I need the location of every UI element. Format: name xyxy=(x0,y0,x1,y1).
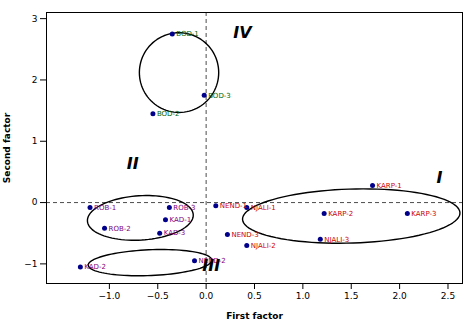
svg-text:ROB-3: ROB-3 xyxy=(173,204,195,212)
svg-text:KAD-2: KAD-2 xyxy=(84,263,106,271)
svg-text:NJALI-2: NJALI-2 xyxy=(251,242,276,250)
svg-text:Second factor: Second factor xyxy=(2,112,12,183)
svg-text:KARP-2: KARP-2 xyxy=(328,210,353,218)
svg-text:0.0: 0.0 xyxy=(199,291,214,301)
svg-text:KARP-1: KARP-1 xyxy=(377,182,402,190)
svg-text:1: 1 xyxy=(32,136,38,146)
svg-text:NJALI-3: NJALI-3 xyxy=(324,236,349,244)
svg-text:ROB-2: ROB-2 xyxy=(109,225,131,233)
svg-text:NJALI-1: NJALI-1 xyxy=(251,204,276,212)
svg-text:ROB-1: ROB-1 xyxy=(94,204,116,212)
svg-text:0: 0 xyxy=(32,197,38,207)
svg-text:BOD-1: BOD-1 xyxy=(176,30,199,38)
svg-text:I: I xyxy=(436,168,442,187)
svg-text:2: 2 xyxy=(32,75,38,85)
svg-text:1.5: 1.5 xyxy=(344,291,358,301)
svg-text:II: II xyxy=(127,154,139,173)
svg-text:IV: IV xyxy=(233,23,253,42)
svg-text:−1: −1 xyxy=(24,259,37,269)
svg-text:BOD-3: BOD-3 xyxy=(208,92,231,100)
svg-text:NEND-3: NEND-3 xyxy=(231,231,258,239)
svg-text:KARP-3: KARP-3 xyxy=(411,210,436,218)
svg-text:First factor: First factor xyxy=(226,311,283,321)
svg-text:III: III xyxy=(202,256,220,275)
svg-text:1.0: 1.0 xyxy=(296,291,311,301)
svg-text:−0.5: −0.5 xyxy=(147,291,169,301)
svg-text:KAD-1: KAD-1 xyxy=(169,216,191,224)
svg-text:BOD-2: BOD-2 xyxy=(157,110,180,118)
svg-text:3: 3 xyxy=(32,14,38,24)
svg-text:2.5: 2.5 xyxy=(441,291,455,301)
svg-text:NEND-1: NEND-1 xyxy=(220,202,247,210)
svg-text:2.0: 2.0 xyxy=(392,291,407,301)
svg-text:0.5: 0.5 xyxy=(247,291,261,301)
svg-text:−1.0: −1.0 xyxy=(98,291,120,301)
svg-text:KAD-3: KAD-3 xyxy=(164,229,186,237)
